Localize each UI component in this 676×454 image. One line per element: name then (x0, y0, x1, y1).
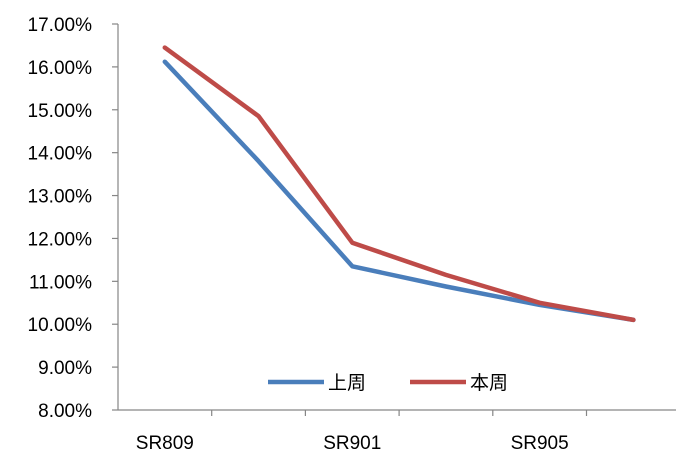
y-tick-label: 17.00% (28, 15, 93, 36)
y-tick-label: 16.00% (28, 58, 93, 79)
axes (117, 24, 676, 411)
legend-label: 本周 (470, 372, 508, 394)
y-tick-label: 10.00% (28, 315, 93, 336)
y-tick-label: 12.00% (28, 229, 93, 250)
y-tick-label: 13.00% (28, 187, 93, 208)
y-tick-label: 14.00% (28, 144, 93, 165)
y-tick-label: 9.00% (38, 358, 92, 379)
series-line-2 (162, 45, 636, 323)
x-axis-ticks: SR809 SR901 SR905 (136, 410, 588, 454)
legend-label: 上周 (328, 372, 366, 394)
y-tick-label: 11.00% (29, 272, 92, 293)
y-tick-label: 8.00% (38, 401, 92, 422)
y-tick-label: 15.00% (28, 101, 93, 122)
x-tick-label: SR809 (136, 433, 194, 454)
y-axis-ticks: 8.00% 9.00% 10.00% 11.00% 12.00% 13.00% 14.00%… (28, 15, 118, 422)
x-tick-label: SR901 (323, 433, 381, 454)
series-layer (162, 45, 636, 323)
legend: 上周 本周 (268, 372, 508, 394)
x-tick-label: SR905 (511, 433, 569, 454)
